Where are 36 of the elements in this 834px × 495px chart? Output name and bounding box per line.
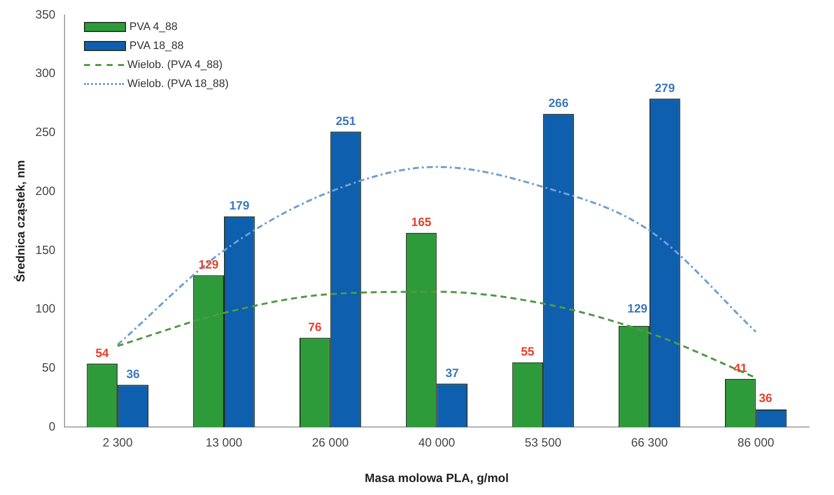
annotation: 129 bbox=[627, 302, 648, 316]
x-axis-title: Masa molowa PLA, g/mol bbox=[364, 471, 509, 486]
data-label: 165 bbox=[411, 215, 432, 230]
y-tick-label: 300 bbox=[35, 66, 56, 80]
legend-label: PVA 18_88 bbox=[129, 40, 184, 52]
x-tick-label: 86 000 bbox=[737, 436, 774, 450]
line-series bbox=[116, 166, 757, 346]
data-label: 266 bbox=[548, 96, 569, 110]
data-label: 41 bbox=[734, 361, 748, 376]
data-label: 36 bbox=[126, 367, 140, 382]
data-label: 129 bbox=[198, 258, 219, 272]
x-tick-label: 40 000 bbox=[418, 436, 456, 450]
x-tick-label: 53 500 bbox=[524, 436, 562, 450]
data-label: 179 bbox=[229, 198, 250, 213]
y-tick-label: 100 bbox=[35, 302, 56, 316]
data-label: 55 bbox=[520, 344, 535, 359]
y-tick-label: 250 bbox=[35, 125, 56, 140]
legend-label: PVA 4_88 bbox=[129, 20, 178, 32]
x-tick-label: 26 000 bbox=[312, 436, 350, 450]
y-tick-label: 0 bbox=[48, 420, 56, 434]
x-tick-label: 13 000 bbox=[206, 436, 243, 450]
data-label: 251 bbox=[336, 114, 356, 128]
legend-label: Wielob. (PVA 4_88) bbox=[127, 58, 223, 70]
y-tick-label: 150 bbox=[35, 242, 56, 257]
x-tick-label: 66 300 bbox=[631, 436, 668, 450]
data-label: 76 bbox=[308, 320, 322, 334]
y-tick-label: 350 bbox=[35, 7, 56, 22]
data-label: 37 bbox=[445, 366, 460, 380]
data-label: 54 bbox=[96, 346, 110, 360]
y-tick-label: 50 bbox=[42, 360, 56, 375]
data-label: 279 bbox=[654, 80, 676, 95]
y-axis-title: Średnica cząstek, nm bbox=[14, 160, 28, 282]
x-tick-label: 2 300 bbox=[102, 436, 133, 450]
y-tick-label: 200 bbox=[35, 184, 56, 198]
annotation: 36 bbox=[758, 391, 772, 406]
legend-label: Wielob. (PVA 18_88) bbox=[127, 78, 229, 90]
